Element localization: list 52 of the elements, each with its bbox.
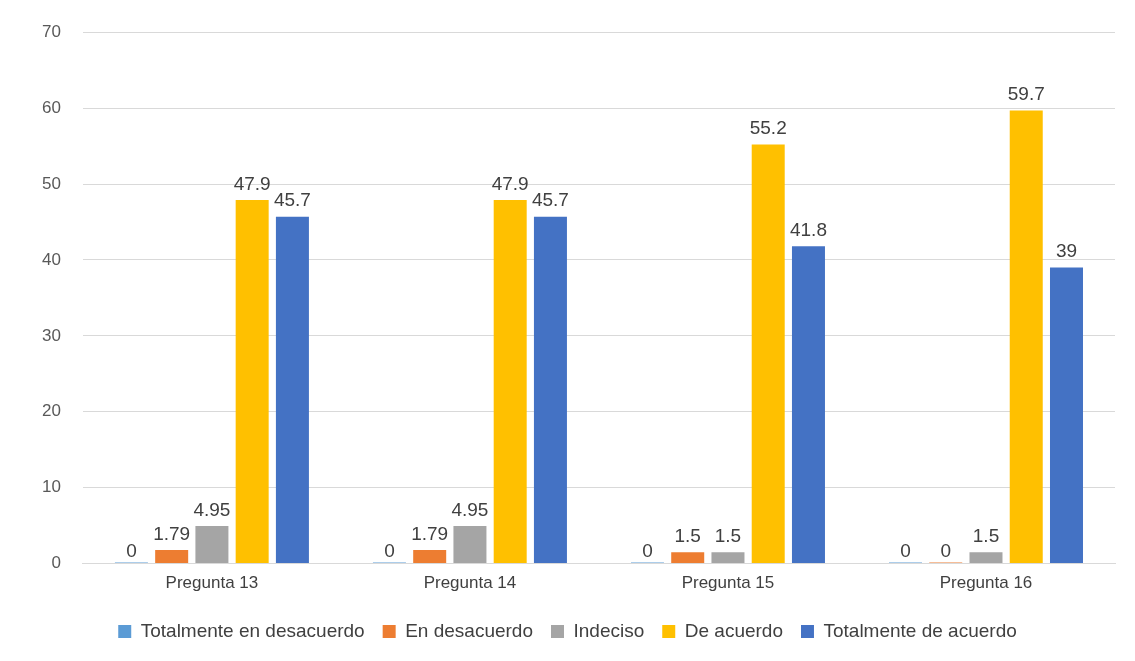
bar — [671, 552, 705, 564]
data-label: 4.95 — [451, 498, 489, 520]
data-label: 1.79 — [411, 522, 449, 544]
bar — [1009, 110, 1043, 564]
y-tick-label: 30 — [41, 325, 61, 345]
data-label: 0 — [900, 540, 911, 562]
bar — [493, 199, 527, 564]
data-label: 1.5 — [972, 524, 1000, 546]
y-tick-label: 0 — [51, 553, 61, 573]
x-tick-label: Pregunta 16 — [939, 573, 1033, 593]
bar — [453, 526, 487, 564]
y-tick-label: 60 — [41, 97, 61, 117]
bar — [235, 199, 269, 564]
y-tick-label: 10 — [41, 477, 61, 497]
bar — [1049, 267, 1083, 564]
data-label: 4.95 — [193, 498, 231, 520]
x-tick-label: Pregunta 14 — [423, 573, 517, 593]
data-label: 0 — [384, 540, 395, 562]
x-tick-label: Pregunta 15 — [681, 573, 775, 593]
bar — [711, 552, 745, 564]
y-tick-label: 20 — [41, 401, 61, 421]
bar — [195, 526, 229, 564]
data-label: 45.7 — [273, 189, 311, 211]
legend-label: Totalmente en desacuerdo — [140, 619, 365, 641]
data-label: 47.9 — [233, 172, 271, 194]
data-label: 1.79 — [153, 522, 191, 544]
bar — [275, 216, 309, 564]
legend-label: Totalmente de acuerdo — [823, 619, 1017, 641]
data-label: 55.2 — [749, 117, 787, 139]
legend-label: Indeciso — [573, 619, 645, 641]
data-label: 1.5 — [674, 524, 701, 546]
y-tick-label: 70 — [41, 21, 61, 41]
data-label: 47.9 — [491, 172, 529, 194]
bar — [533, 216, 567, 564]
data-label: 45.7 — [531, 189, 569, 211]
y-tick-label: 50 — [41, 173, 61, 193]
bar — [751, 144, 785, 564]
data-label: 0 — [940, 540, 952, 562]
bar — [791, 246, 825, 564]
bar — [413, 550, 447, 564]
legend-label: En desacuerdo — [405, 619, 533, 641]
data-label: 1.5 — [714, 524, 742, 546]
data-label: 59.7 — [1007, 83, 1045, 105]
data-label: 41.8 — [789, 219, 827, 241]
legend-label: De acuerdo — [684, 619, 783, 641]
x-tick-label: Pregunta 13 — [165, 573, 259, 593]
bar — [969, 552, 1003, 564]
data-label: 0 — [126, 540, 137, 562]
data-label: 0 — [642, 540, 653, 562]
y-tick-label: 40 — [41, 249, 61, 269]
data-label: 39 — [1055, 240, 1078, 262]
bar — [155, 550, 189, 564]
